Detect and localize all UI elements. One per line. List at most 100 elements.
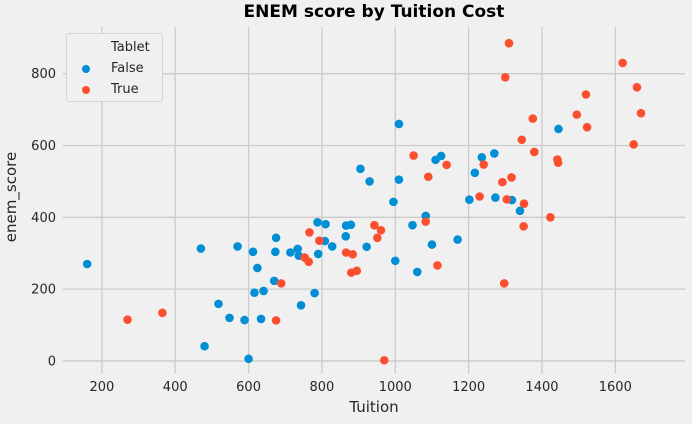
data-point-true [632,83,642,92]
data-point-false [259,286,268,296]
x-tick-label: 1000 [379,380,412,395]
data-point-false [244,354,253,364]
y-tick-label: 400 [31,211,56,226]
x-tick-label: 400 [163,380,188,395]
data-point-false [250,288,259,298]
data-point-false [286,248,295,257]
data-point-true [529,147,539,157]
data-point-true [528,114,538,123]
data-point-true [479,160,488,169]
data-point-true [636,108,646,118]
data-point-true [629,140,638,149]
data-point-false [394,175,404,184]
data-point-true [304,257,314,267]
legend-label: False [111,61,144,76]
data-point-false [310,288,319,298]
data-point-true [504,38,514,48]
data-point-false [389,197,398,207]
data-point-true [618,58,627,68]
data-point-false [427,240,437,249]
data-point-true [276,279,286,288]
data-point-true [348,250,358,259]
data-point-false [313,249,323,259]
data-point-false [408,220,417,230]
x-tick-label: 1400 [525,380,558,395]
data-point-false [346,220,356,230]
data-point-false [271,247,280,257]
data-point-true [475,192,484,201]
data-point-false [214,299,223,309]
data-point-true [519,199,529,208]
data-point-true [502,195,512,204]
data-point-true [409,151,418,160]
legend-dot-false [82,64,90,73]
data-point-false [82,259,92,269]
data-point-false [436,151,446,161]
data-point-true [341,248,351,257]
legend-entry-false: False [67,58,162,79]
data-point-false [356,164,365,174]
data-point-true [423,172,433,182]
data-point-true [553,158,563,168]
data-point-true [581,90,591,99]
y-tick-label: 200 [31,283,56,298]
data-point-false [365,177,374,186]
data-point-false [465,195,474,205]
data-point-false [248,247,258,257]
data-point-true [499,279,509,288]
data-point-false [225,313,234,323]
data-point-false [253,263,262,273]
data-point-true [370,220,379,230]
data-point-true [376,225,386,235]
legend: Tablet False True [66,33,163,102]
data-point-true [158,308,167,318]
data-point-false [321,219,330,229]
data-point-false [269,276,279,286]
data-point-false [240,315,249,325]
data-point-false [394,119,404,129]
data-point-false [296,300,306,310]
y-tick-label: 0 [48,354,56,369]
legend-title: Tablet [111,40,150,55]
data-point-true [379,355,389,365]
data-point-false [390,256,400,266]
data-point-true [572,110,582,119]
data-point-false [489,149,499,158]
data-point-false [491,193,500,202]
data-point-false [256,314,266,324]
data-point-false [233,242,242,251]
legend-dot-true [82,85,90,94]
legend-label: True [111,82,139,97]
data-point-true [442,160,451,170]
data-point-false [554,124,563,134]
data-point-false [196,244,206,253]
data-point-true [271,316,281,325]
data-point-false [271,233,281,243]
x-tick-label: 1200 [452,380,485,395]
data-point-true [507,173,516,182]
y-tick-label: 800 [31,67,56,82]
legend-entry-true: True [67,79,162,100]
x-tick-label: 200 [89,380,114,395]
legend-entries: False True [67,58,162,100]
chart-title: ENEM score by Tuition Cost [243,2,505,22]
data-point-true [519,221,528,231]
data-point-false [362,242,371,252]
data-point-true [582,122,592,132]
data-point-true [352,266,362,276]
data-point-false [470,168,480,178]
data-point-false [200,341,209,351]
data-point-false [341,232,351,241]
x-axis-label: Tuition [348,398,398,416]
x-tick-label: 600 [236,380,261,395]
data-point-true [546,213,555,222]
y-tick-label: 600 [31,139,56,154]
data-point-true [315,236,324,245]
x-tick-label: 800 [310,380,335,395]
data-point-false [327,242,337,251]
data-point-true [500,72,510,82]
data-point-false [515,206,525,216]
y-axis-label: enem_score [2,152,21,242]
